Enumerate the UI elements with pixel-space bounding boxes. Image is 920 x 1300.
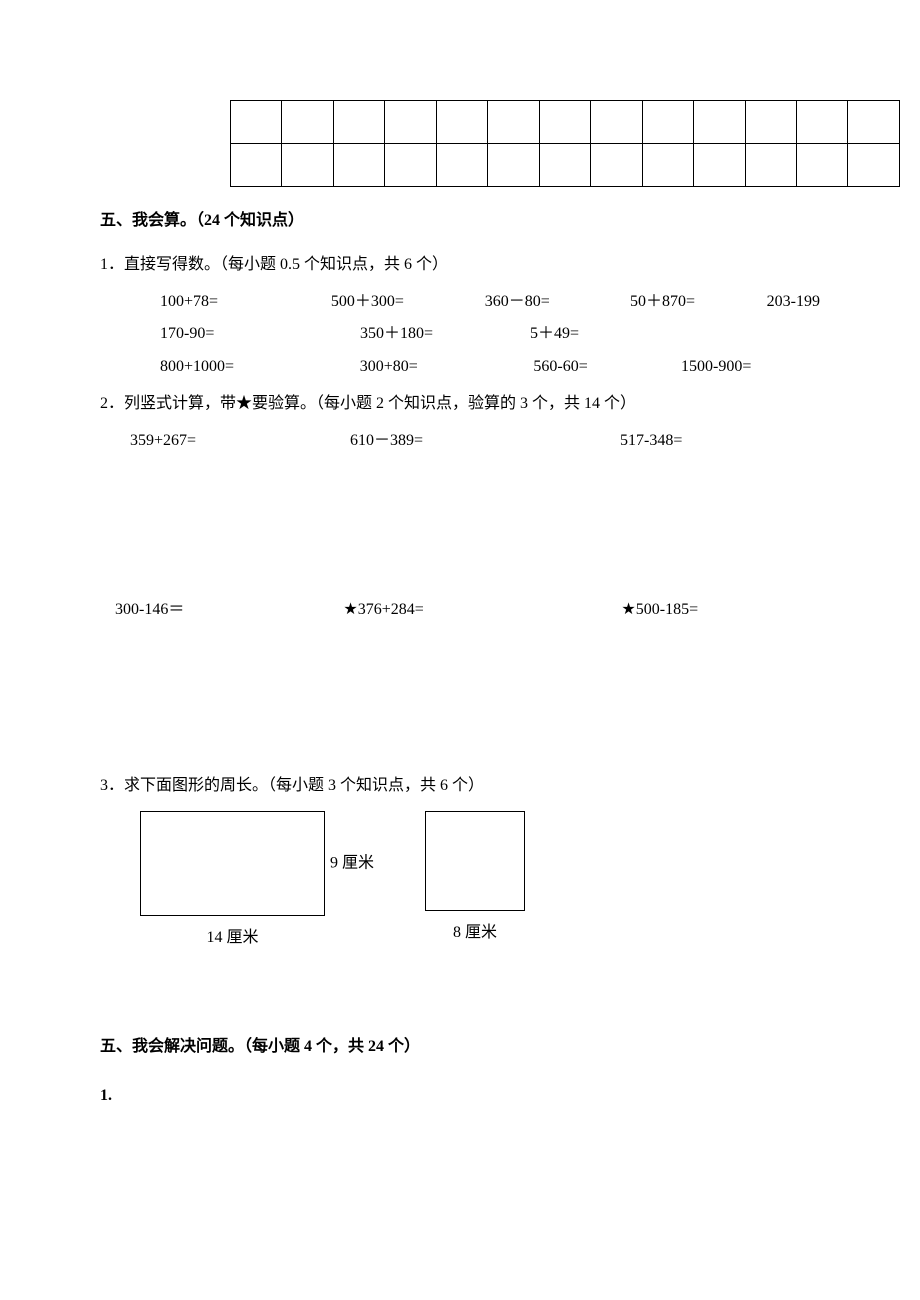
equation: 350＋180= xyxy=(360,320,530,349)
square-shape-group: 8 厘米 xyxy=(425,811,525,948)
equation: 100+78= xyxy=(160,288,331,317)
equation: 300+80= xyxy=(360,353,534,382)
equation: 610－389= xyxy=(350,427,620,456)
table-cell xyxy=(282,101,333,144)
table-cell xyxy=(231,101,282,144)
vertical-calc-row-1: 359+267= 610－389= 517-348= xyxy=(130,427,820,456)
table-cell xyxy=(796,144,847,187)
table-cell xyxy=(745,144,796,187)
section-5b-title: 五、我会解决问题。（每小题 4 个，共 24 个） xyxy=(100,1033,820,1062)
equation: 203-199 xyxy=(767,288,820,317)
shapes-container: 9 厘米 14 厘米 8 厘米 xyxy=(140,811,820,953)
table-cell xyxy=(848,101,900,144)
equation: 800+1000= xyxy=(160,353,360,382)
rect-width-label: 14 厘米 xyxy=(206,924,258,953)
table-cell xyxy=(539,101,590,144)
table-cell xyxy=(333,144,384,187)
table-cell xyxy=(385,101,436,144)
table-cell xyxy=(796,101,847,144)
table-cell xyxy=(694,144,745,187)
equation: 517-348= xyxy=(620,427,820,456)
rect-height-label: 9 厘米 xyxy=(330,849,374,878)
rectangle-shape-group: 9 厘米 14 厘米 xyxy=(140,811,325,953)
sub2-label: 2．列竖式计算，带★要验算。（每小题 2 个知识点，验算的 3 个，共 14 个… xyxy=(100,390,820,419)
table-cell xyxy=(591,101,642,144)
sub1-label: 1．直接写得数。（每小题 0.5 个知识点，共 6 个） xyxy=(100,251,820,280)
equation: 5＋49= xyxy=(530,320,680,349)
square-shape xyxy=(425,811,525,911)
table-cell xyxy=(591,144,642,187)
question-number: 1. xyxy=(100,1082,820,1111)
table-cell xyxy=(436,144,487,187)
sub3-label: 3．求下面图形的周长。（每小题 3 个知识点，共 6 个） xyxy=(100,772,820,801)
table-cell xyxy=(745,101,796,144)
equation: ★500-185= xyxy=(621,596,820,625)
equation: 300-146＝ xyxy=(115,596,343,625)
equation-row-3: 800+1000= 300+80= 560-60= 1500-900= xyxy=(160,353,820,382)
vertical-calc-row-2: 300-146＝ ★376+284= ★500-185= xyxy=(115,596,820,625)
equation: 560-60= xyxy=(533,353,681,382)
table-row xyxy=(231,144,900,187)
table-cell xyxy=(333,101,384,144)
equation: 359+267= xyxy=(130,427,350,456)
table-cell xyxy=(282,144,333,187)
equation-row-1: 100+78= 500＋300= 360－80= 50＋870= 203-199 xyxy=(160,288,820,317)
equation: 50＋870= xyxy=(630,288,767,317)
section-5a-title: 五、我会算。（24 个知识点） xyxy=(100,207,820,236)
equation: ★376+284= xyxy=(343,596,621,625)
equation-row-2: 170-90= 350＋180= 5＋49= xyxy=(160,320,820,349)
empty-grid-table xyxy=(230,100,900,187)
square-width-label: 8 厘米 xyxy=(453,919,497,948)
table-cell xyxy=(488,144,539,187)
table-cell xyxy=(694,101,745,144)
table-cell xyxy=(642,144,693,187)
table-cell xyxy=(848,144,900,187)
table-cell xyxy=(488,101,539,144)
rectangle-shape: 9 厘米 xyxy=(140,811,325,916)
table-row xyxy=(231,101,900,144)
table-cell xyxy=(539,144,590,187)
table-cell xyxy=(231,144,282,187)
table-cell xyxy=(642,101,693,144)
equation: 1500-900= xyxy=(681,353,820,382)
table-cell xyxy=(436,101,487,144)
equation: 360－80= xyxy=(485,288,630,317)
equation: 500＋300= xyxy=(331,288,485,317)
table-cell xyxy=(385,144,436,187)
equation: 170-90= xyxy=(160,320,360,349)
